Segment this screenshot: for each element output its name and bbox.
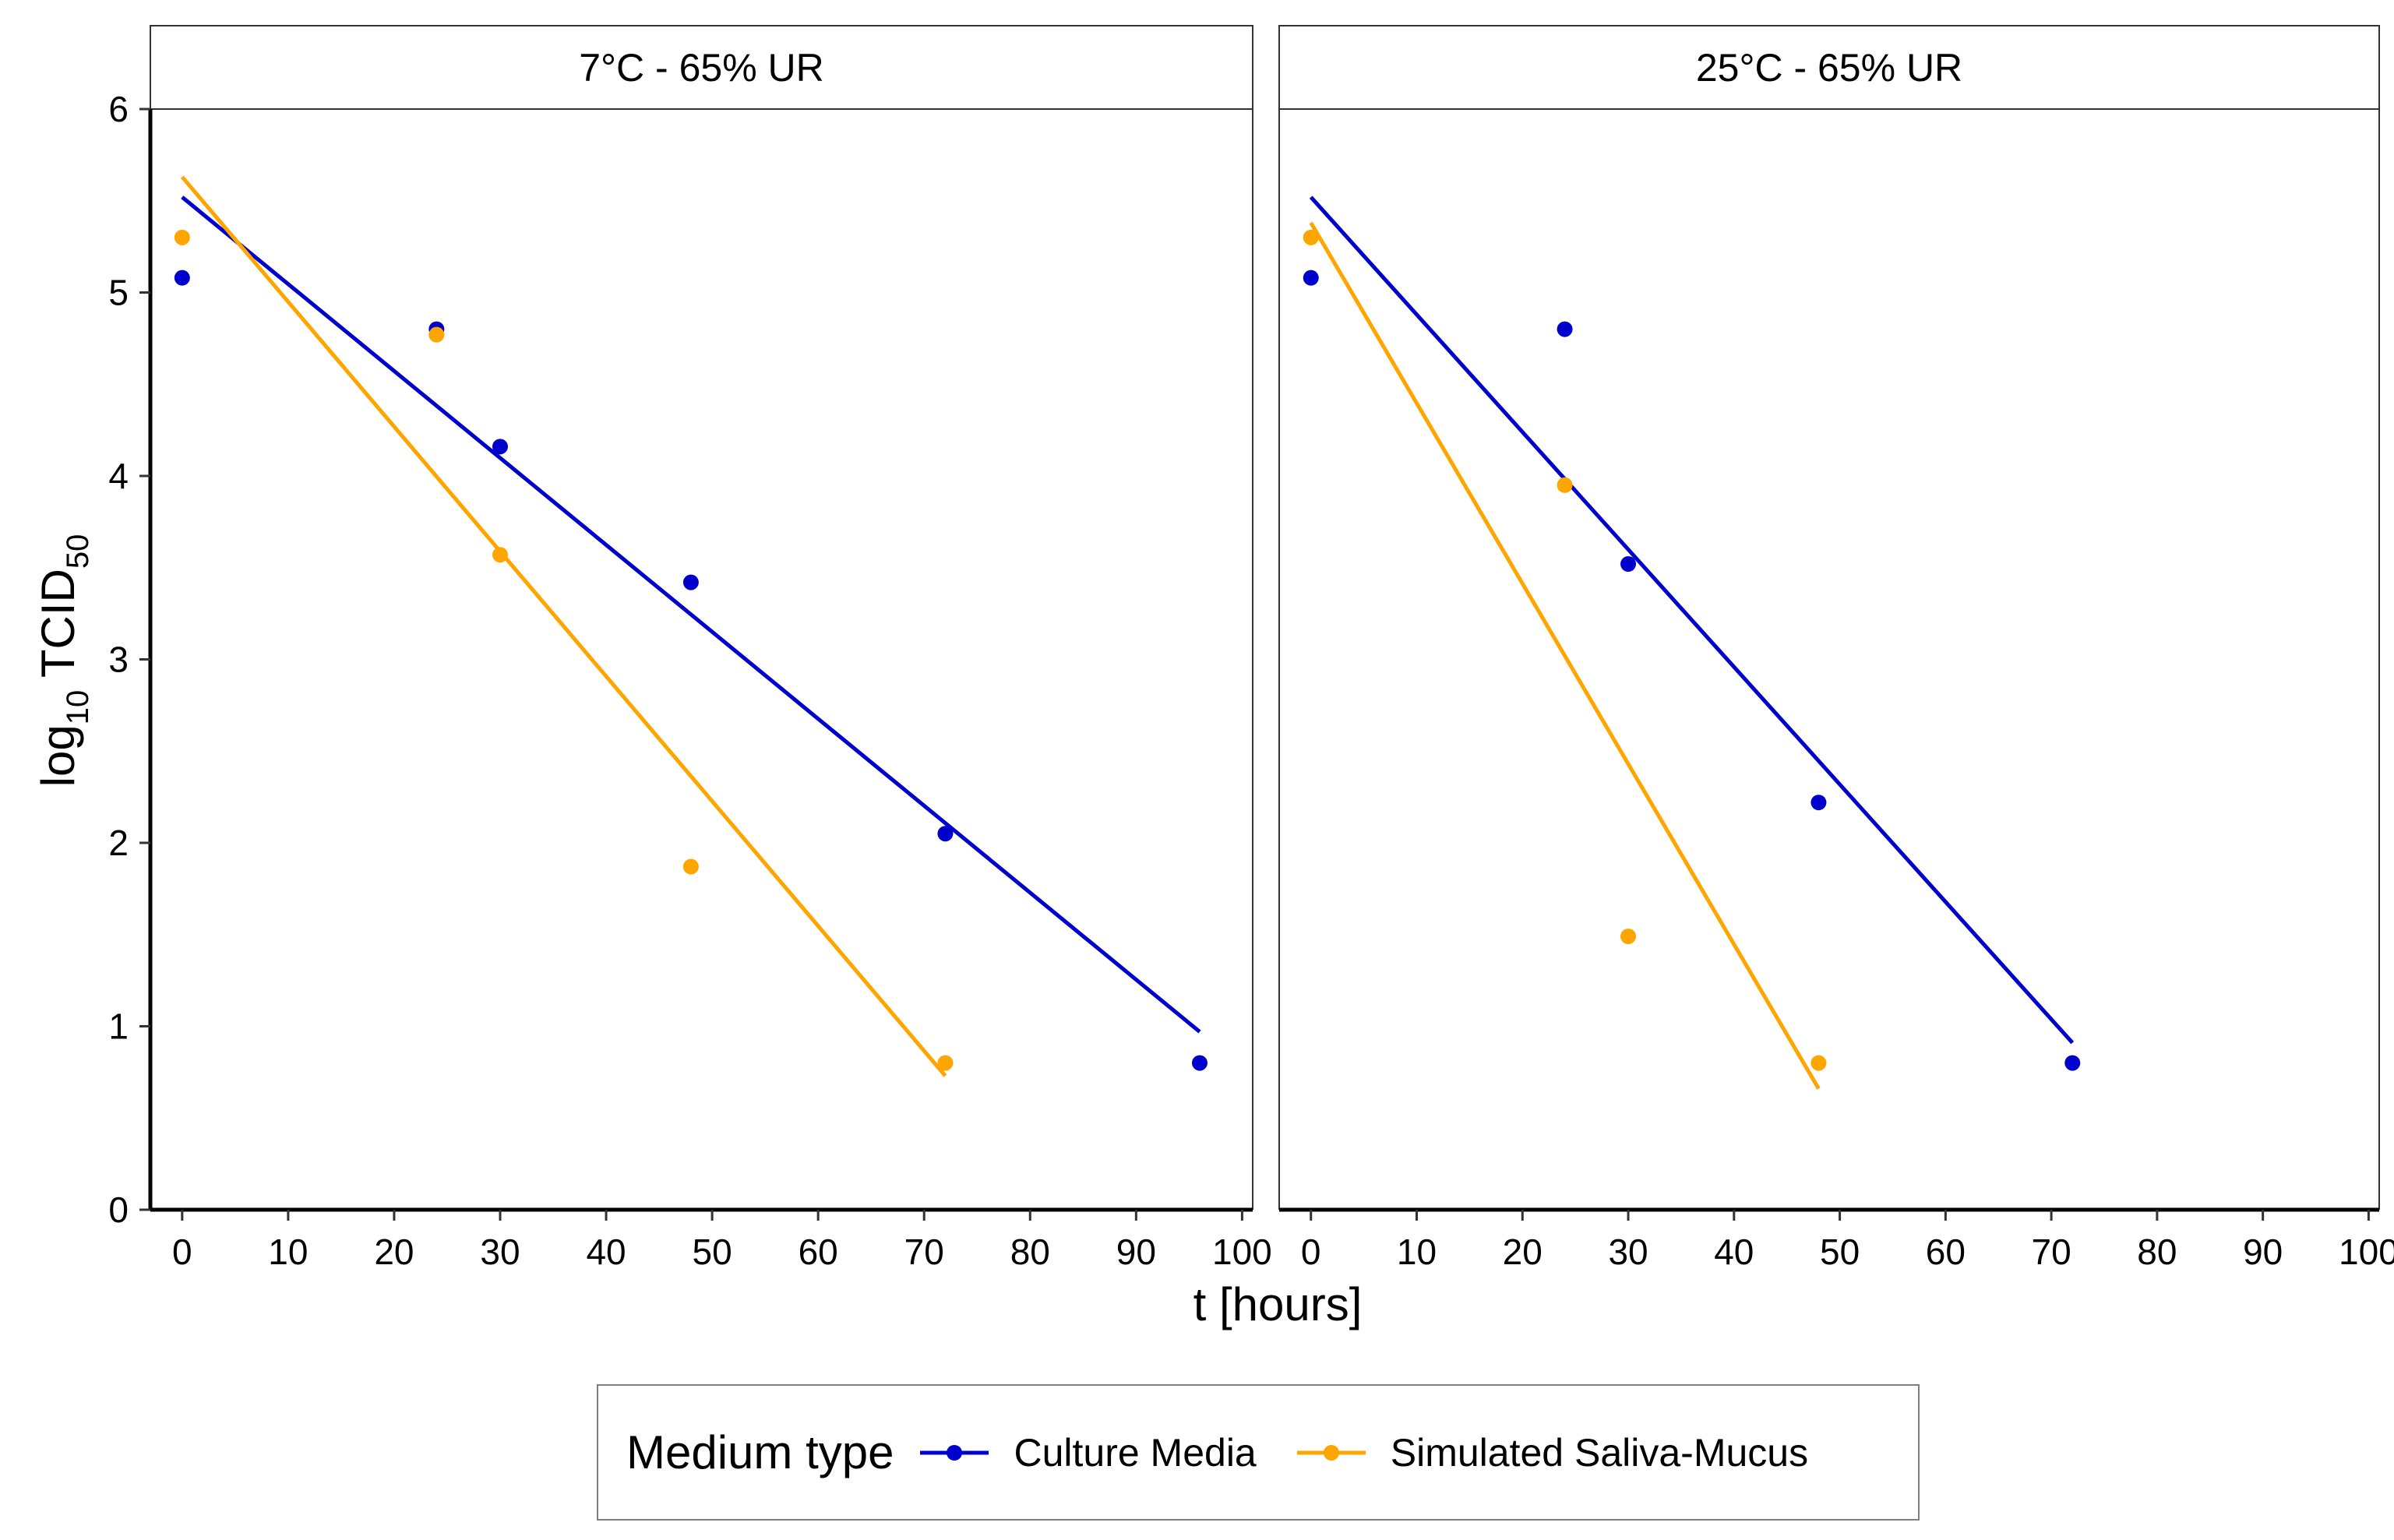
x-tick-label: 0 xyxy=(172,1232,192,1272)
x-tick-label: 30 xyxy=(1608,1232,1648,1272)
y-tick-label: 6 xyxy=(108,89,129,129)
legend-label-culture-media: Culture Media xyxy=(1014,1430,1257,1475)
y-tick-label: 2 xyxy=(108,823,129,863)
panel-title: 25°C - 65% UR xyxy=(1696,46,1962,90)
y-tick-label: 1 xyxy=(108,1006,129,1047)
x-tick-label: 100 xyxy=(1212,1232,1272,1272)
panel-strip xyxy=(150,25,1253,110)
x-tick-label: 100 xyxy=(2339,1232,2394,1272)
x-tick-label: 20 xyxy=(374,1232,414,1272)
x-tick-label: 10 xyxy=(1397,1232,1437,1272)
x-tick-label: 70 xyxy=(2032,1232,2071,1272)
panel-2: 25°C - 65% UR 0 10 20 30 40 50 60 70 80 90 100 xyxy=(1278,25,2394,1272)
x-tick-label: 30 xyxy=(480,1232,520,1272)
data-point-simulated-saliva-mucus xyxy=(937,1055,954,1071)
data-point-simulated-saliva-mucus xyxy=(174,229,190,245)
data-point-culture-media xyxy=(682,574,699,590)
legend-key-simulated-saliva-mucus xyxy=(1296,1444,1366,1461)
x-tick-label: 10 xyxy=(268,1232,308,1272)
legend-title: Medium type xyxy=(626,1426,894,1478)
data-point-simulated-saliva-mucus xyxy=(1303,229,1319,245)
panel-1: 7°C - 65% UR 0 10 20 30 40 50 60 70 80 90 100 0 1 2 3 4 5… xyxy=(108,25,1272,1272)
data-point-culture-media xyxy=(1557,321,1573,337)
x-tick-label: 70 xyxy=(904,1232,944,1272)
data-point-culture-media xyxy=(1303,270,1319,286)
data-point-simulated-saliva-mucus xyxy=(1620,929,1637,945)
data-point-simulated-saliva-mucus xyxy=(492,547,508,563)
panel-title: 7°C - 65% UR xyxy=(579,46,824,90)
x-tick-label: 20 xyxy=(1503,1232,1543,1272)
x-tick-label: 50 xyxy=(693,1232,732,1272)
x-tick-label: 40 xyxy=(586,1232,626,1272)
x-tick-label: 80 xyxy=(1010,1232,1050,1272)
data-point-simulated-saliva-mucus xyxy=(428,326,445,343)
x-tick-label: 60 xyxy=(1926,1232,1966,1272)
legend-label-simulated-saliva-mucus: Simulated Saliva-Mucus xyxy=(1390,1430,1809,1475)
data-point-culture-media xyxy=(174,270,190,286)
x-tick-label: 90 xyxy=(1116,1232,1156,1272)
data-point-simulated-saliva-mucus xyxy=(1557,477,1573,493)
legend-item-simulated-saliva-mucus: Simulated Saliva-Mucus xyxy=(1294,1430,1808,1475)
fit-line-simulated-saliva-mucus xyxy=(1309,221,1821,1090)
x-tick-label: 80 xyxy=(2137,1232,2177,1272)
y-tick-label: 5 xyxy=(108,273,129,313)
x-tick-label: 50 xyxy=(1820,1232,1860,1272)
data-point-culture-media xyxy=(1620,556,1637,573)
fit-line-culture-media xyxy=(1309,196,2075,1045)
y-tick-label: 3 xyxy=(108,640,129,680)
fit-line-simulated-saliva-mucus xyxy=(180,175,947,1077)
x-tick-label: 60 xyxy=(799,1232,838,1272)
y-tick-label: 4 xyxy=(108,456,129,496)
x-axis-label: t [hours] xyxy=(1193,1278,1363,1330)
panel-strip xyxy=(1278,25,2380,110)
data-point-simulated-saliva-mucus xyxy=(1810,1055,1827,1071)
data-point-culture-media xyxy=(2064,1055,2081,1071)
data-point-culture-media xyxy=(937,826,954,842)
data-point-culture-media xyxy=(1810,795,1827,811)
x-tick-label: 0 xyxy=(1301,1232,1321,1272)
x-tick-label: 40 xyxy=(1714,1232,1754,1272)
legend: Medium type Culture Media Simulated Sali… xyxy=(597,1384,1920,1521)
data-point-simulated-saliva-mucus xyxy=(682,858,699,875)
data-point-culture-media xyxy=(492,439,508,455)
y-tick-label: 0 xyxy=(108,1189,129,1230)
data-point-culture-media xyxy=(1191,1055,1208,1071)
legend-item-culture-media: Culture Media xyxy=(917,1430,1257,1475)
fit-line-culture-media xyxy=(181,196,1201,1034)
legend-key-culture-media xyxy=(920,1444,989,1461)
x-tick-label: 90 xyxy=(2243,1232,2283,1272)
y-axis-label: log10 TCID50 xyxy=(32,534,95,788)
